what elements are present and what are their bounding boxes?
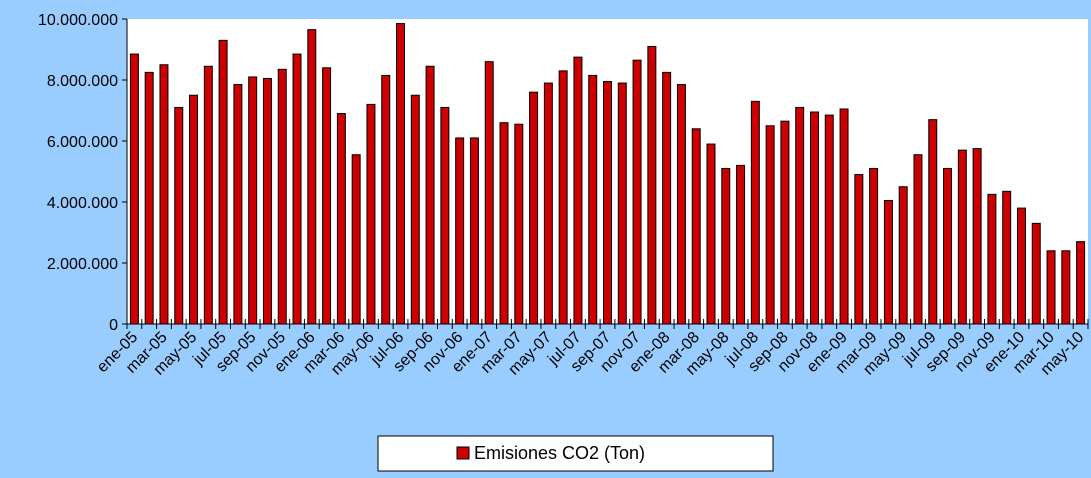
y-tick-label: 0 — [109, 317, 118, 334]
bar — [765, 125, 775, 325]
bar — [484, 61, 494, 325]
bar — [440, 106, 450, 325]
bar — [1031, 222, 1041, 325]
bar — [543, 82, 553, 325]
bar — [262, 77, 272, 325]
bar — [558, 70, 568, 325]
bar — [189, 94, 199, 325]
bar — [381, 74, 391, 325]
legend-label: Emisiones CO2 (Ton) — [474, 443, 645, 463]
bar — [144, 71, 154, 325]
bar — [529, 91, 539, 325]
bar — [883, 199, 893, 325]
bar — [233, 84, 243, 325]
bar — [573, 56, 583, 325]
bar — [750, 100, 760, 325]
y-tick-label: 10.000.000 — [38, 12, 118, 29]
legend-box — [377, 435, 774, 472]
bar — [307, 29, 317, 325]
bar — [218, 39, 228, 325]
bar — [410, 94, 420, 325]
bar — [248, 76, 258, 325]
bar — [366, 103, 376, 325]
bar — [277, 68, 287, 325]
bar — [129, 53, 139, 325]
bar — [322, 67, 332, 325]
bar — [455, 137, 465, 325]
bar — [898, 186, 908, 325]
bar — [469, 137, 479, 325]
bar — [662, 71, 672, 325]
bar — [972, 148, 982, 325]
bar — [809, 111, 819, 325]
bar — [869, 167, 879, 325]
y-tick-label: 2.000.000 — [47, 256, 118, 273]
bar — [1002, 190, 1012, 325]
bar — [854, 174, 864, 325]
bar — [943, 167, 953, 325]
bar — [351, 154, 361, 325]
bar — [1061, 250, 1071, 325]
bar — [736, 164, 746, 325]
bar — [957, 149, 967, 325]
bar — [174, 106, 184, 325]
bar — [499, 122, 509, 325]
bar — [617, 82, 627, 325]
bar — [203, 65, 213, 325]
bar — [721, 167, 731, 325]
bar — [396, 23, 406, 325]
bar — [425, 65, 435, 325]
bar — [839, 108, 849, 325]
bar — [676, 84, 686, 325]
bar — [588, 74, 598, 325]
bar — [987, 193, 997, 325]
y-tick-label: 8.000.000 — [47, 73, 118, 90]
bar — [706, 143, 716, 325]
bar — [824, 114, 834, 325]
bar — [691, 128, 701, 325]
bar — [647, 45, 657, 325]
bar — [292, 53, 302, 325]
bar — [632, 59, 642, 325]
bar — [603, 81, 612, 325]
bar — [514, 123, 524, 325]
legend-swatch — [456, 446, 470, 460]
bar — [913, 154, 923, 325]
bar — [159, 64, 169, 325]
bar — [795, 106, 805, 325]
legend: Emisiones CO2 (Ton) — [377, 435, 774, 472]
bar — [1046, 250, 1056, 325]
bar — [336, 113, 346, 325]
bar — [1016, 207, 1026, 325]
bar — [928, 119, 938, 325]
bar — [780, 120, 790, 325]
y-tick-label: 6.000.000 — [47, 134, 118, 151]
bar — [1076, 241, 1086, 325]
y-tick-label: 4.000.000 — [47, 195, 118, 212]
